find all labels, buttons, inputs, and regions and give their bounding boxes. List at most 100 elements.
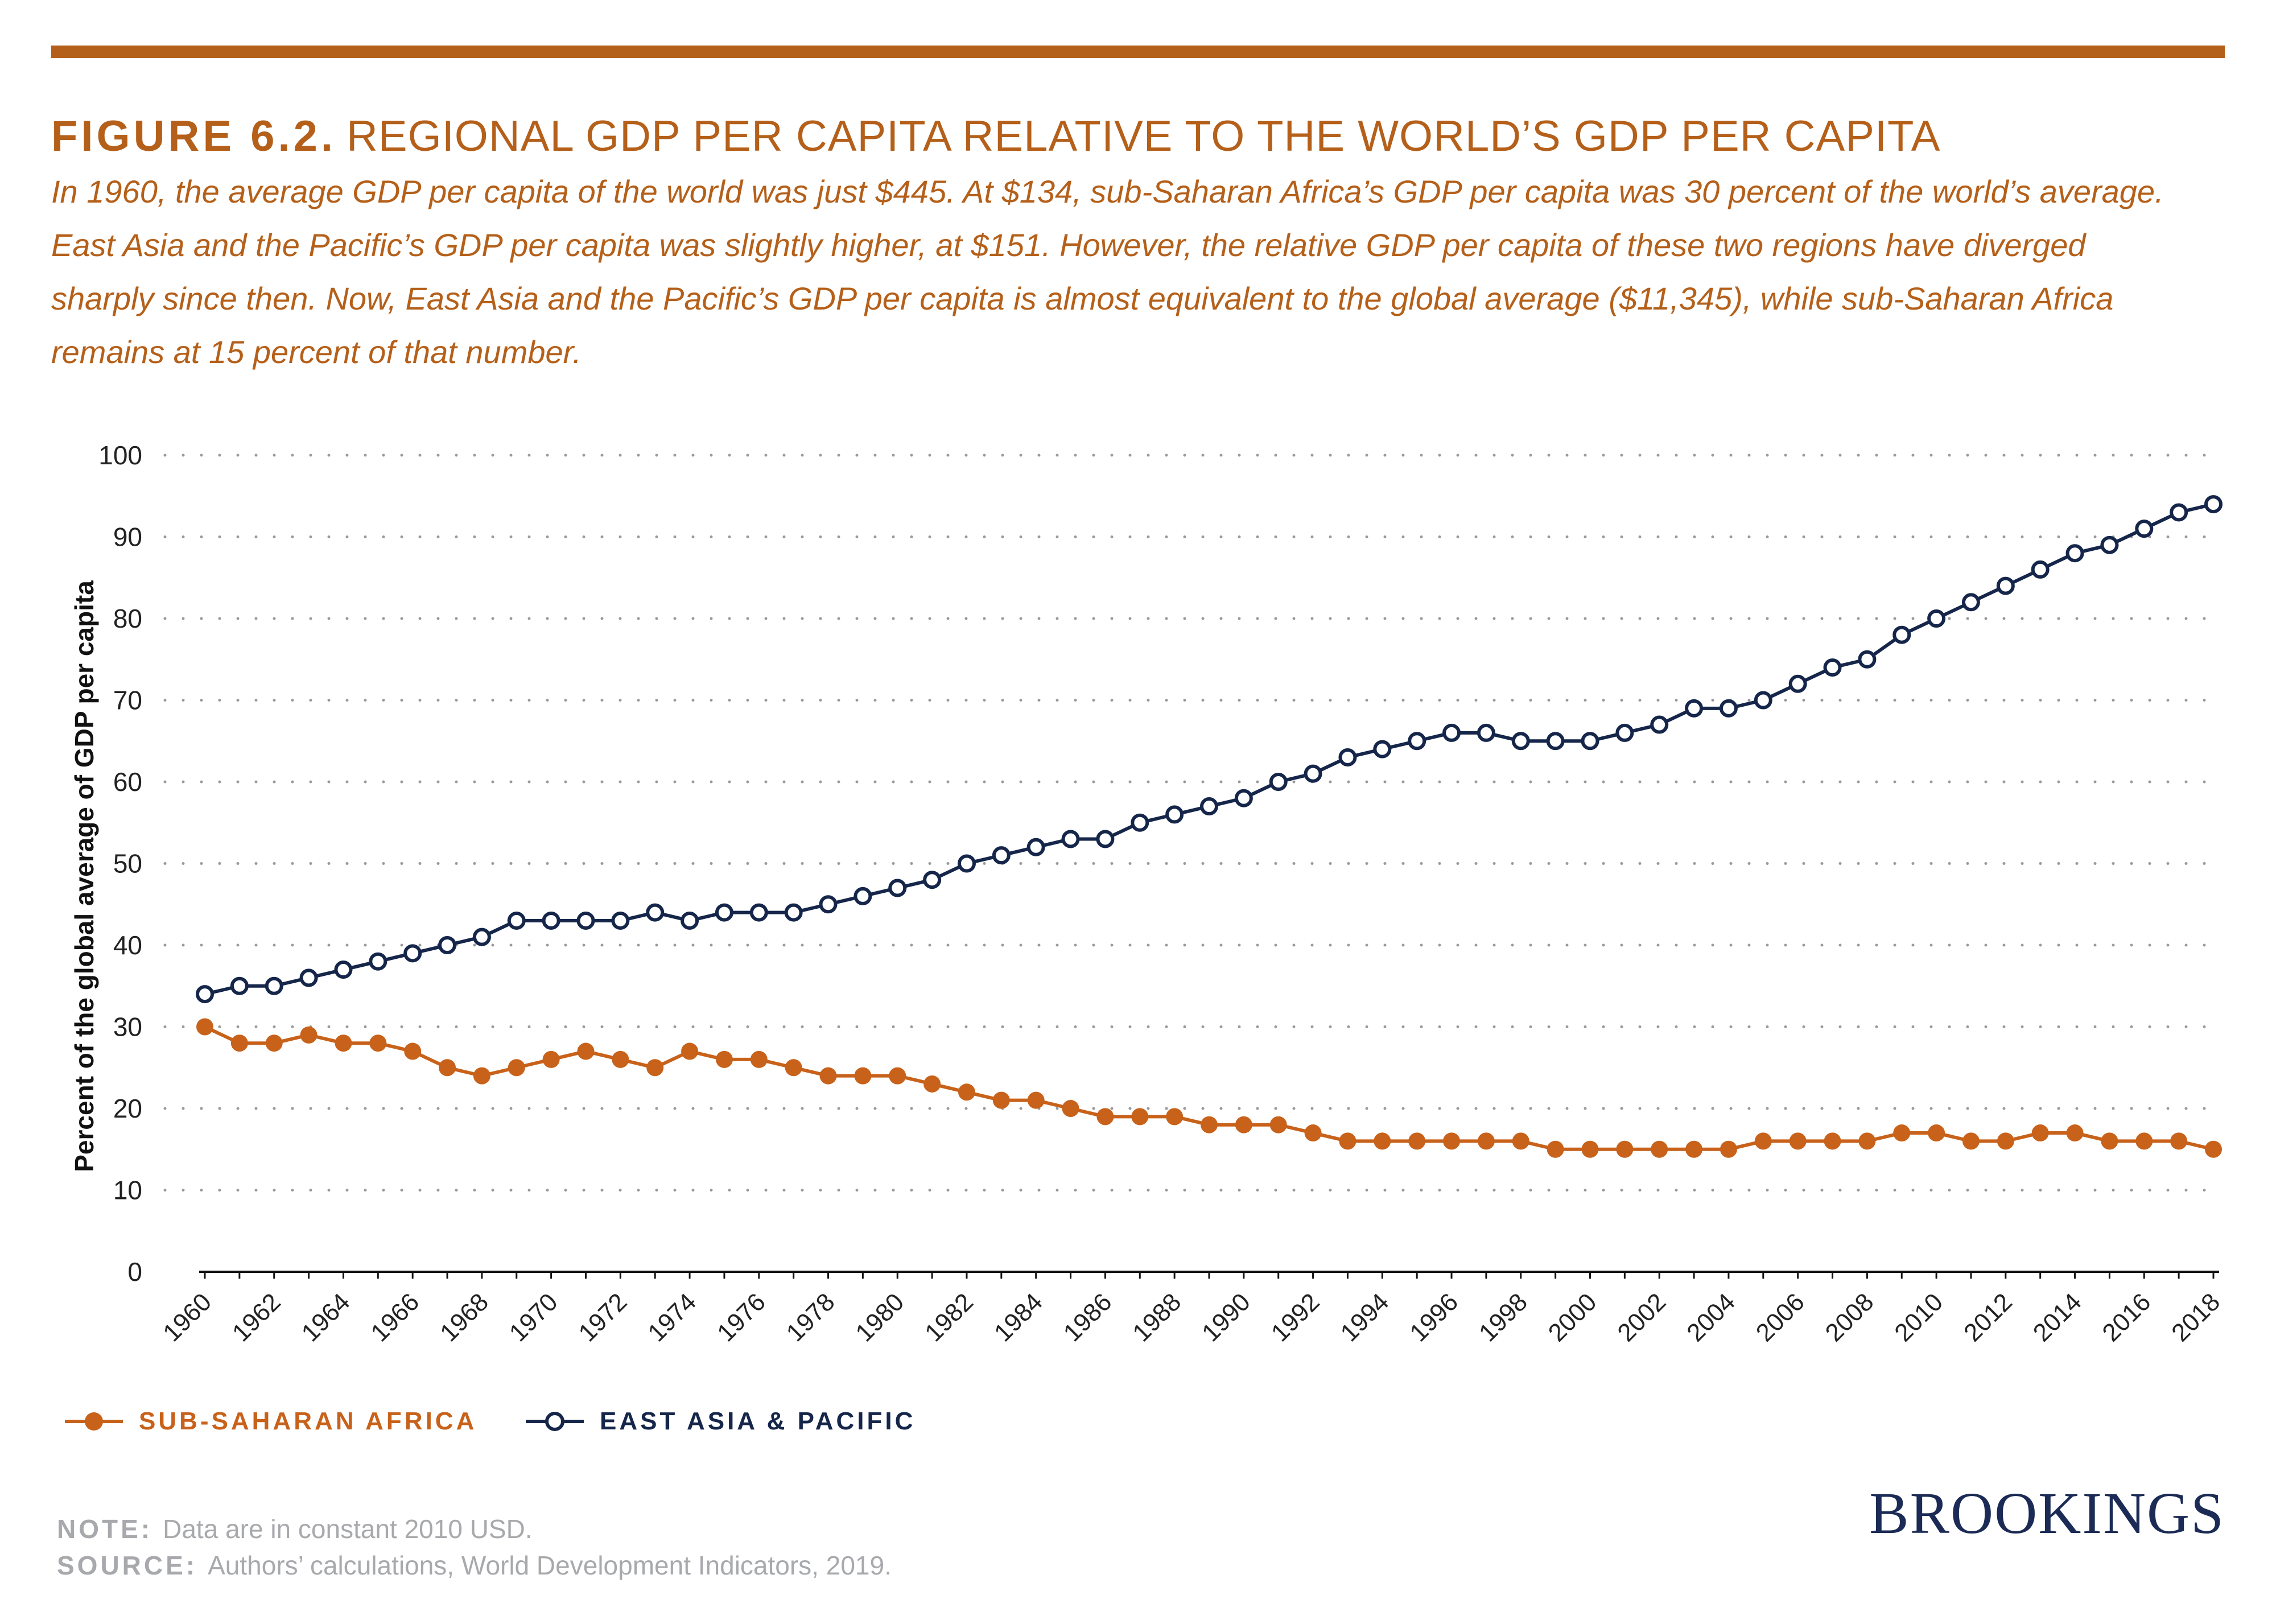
data-point-1-2004 bbox=[1719, 699, 1738, 718]
data-point-0-2005 bbox=[1754, 1132, 1772, 1150]
figure-title-text: REGIONAL GDP PER CAPITA RELATIVE TO THE … bbox=[347, 112, 1941, 160]
data-point-0-1963 bbox=[300, 1026, 318, 1044]
data-point-0-1995 bbox=[1408, 1132, 1426, 1150]
data-point-0-1997 bbox=[1477, 1132, 1495, 1150]
x-tick-label-2002: 2002 bbox=[1612, 1288, 1671, 1347]
data-point-1-2015 bbox=[2100, 535, 2119, 554]
data-point-1-2009 bbox=[1892, 625, 1911, 644]
data-point-0-1990 bbox=[1235, 1116, 1252, 1133]
x-tick-label-1986: 1986 bbox=[1058, 1288, 1118, 1347]
data-point-1-2012 bbox=[1996, 576, 2015, 595]
source-text: Authors’ calculations, World Development… bbox=[208, 1551, 892, 1580]
y-tick-label-30: 30 bbox=[113, 1012, 142, 1042]
series-line-1 bbox=[204, 502, 2214, 996]
x-tick-label-1982: 1982 bbox=[920, 1288, 979, 1347]
data-point-0-1987 bbox=[1131, 1108, 1149, 1126]
data-point-1-1977 bbox=[784, 903, 803, 922]
data-point-0-1967 bbox=[439, 1059, 456, 1077]
data-point-1-1972 bbox=[611, 911, 630, 930]
data-point-0-1998 bbox=[1512, 1132, 1529, 1150]
data-point-1-2008 bbox=[1858, 650, 1877, 669]
data-point-1-2002 bbox=[1650, 715, 1669, 734]
data-point-1-2001 bbox=[1615, 723, 1634, 742]
data-point-1-1978 bbox=[819, 895, 838, 914]
note-line: NOTE: Data are in constant 2010 USD. bbox=[57, 1514, 533, 1544]
data-point-1-1963 bbox=[299, 968, 318, 987]
data-point-1-2016 bbox=[2135, 520, 2154, 538]
data-point-1-1997 bbox=[1477, 723, 1495, 742]
data-point-0-1962 bbox=[265, 1034, 283, 1052]
x-tick-label-1988: 1988 bbox=[1127, 1288, 1186, 1347]
data-point-1-1965 bbox=[369, 952, 387, 971]
data-point-1-1969 bbox=[507, 911, 526, 930]
data-point-0-1970 bbox=[542, 1050, 560, 1068]
data-point-0-1971 bbox=[577, 1042, 595, 1060]
y-tick-label-80: 80 bbox=[113, 604, 142, 633]
y-tick-label-0: 0 bbox=[127, 1257, 142, 1287]
figure-subtitle: In 1960, the average GDP per capita of t… bbox=[51, 174, 2164, 370]
data-point-1-1987 bbox=[1131, 813, 1149, 832]
data-point-0-1974 bbox=[681, 1042, 699, 1060]
data-point-1-1964 bbox=[334, 961, 353, 979]
x-tick-label-1972: 1972 bbox=[574, 1288, 633, 1347]
data-point-1-1981 bbox=[923, 871, 942, 889]
x-tick-label-2000: 2000 bbox=[1543, 1288, 1602, 1347]
data-point-0-1980 bbox=[889, 1067, 906, 1085]
brookings-logo: BROOKINGS bbox=[1869, 1481, 2225, 1546]
figure-label: FIGURE 6.2. bbox=[51, 112, 336, 160]
data-point-0-2018 bbox=[2205, 1140, 2222, 1158]
legend-label-east-asia-pacific: EAST ASIA & PACIFIC bbox=[600, 1407, 916, 1435]
y-tick-label-20: 20 bbox=[113, 1094, 142, 1123]
x-tick-label-2018: 2018 bbox=[2166, 1288, 2225, 1347]
data-point-0-1979 bbox=[854, 1067, 872, 1085]
data-point-1-1966 bbox=[403, 944, 422, 963]
data-point-0-2011 bbox=[1962, 1132, 1980, 1150]
data-point-0-2010 bbox=[1928, 1124, 1945, 1142]
data-point-0-2000 bbox=[1581, 1140, 1599, 1158]
data-point-1-1993 bbox=[1338, 748, 1357, 766]
data-point-0-2013 bbox=[2031, 1124, 2049, 1142]
grid-lines bbox=[163, 454, 2221, 1192]
data-point-1-1979 bbox=[853, 887, 872, 905]
x-tick-label-1978: 1978 bbox=[781, 1288, 840, 1347]
data-point-0-1978 bbox=[819, 1067, 837, 1085]
data-point-0-2017 bbox=[2170, 1132, 2188, 1150]
data-point-0-2006 bbox=[1789, 1132, 1807, 1150]
legend-label-sub-saharan-africa: SUB-SAHARAN AFRICA bbox=[139, 1407, 477, 1435]
data-point-1-2013 bbox=[2031, 560, 2050, 579]
x-tick-label-2006: 2006 bbox=[1751, 1288, 1810, 1347]
data-point-0-1996 bbox=[1443, 1132, 1461, 1150]
data-point-1-1974 bbox=[681, 911, 699, 930]
x-axis: 1960 1962 1964 1966 1968 1970 1972 1974 1976 1978… bbox=[158, 1271, 2225, 1347]
x-tick-label-1990: 1990 bbox=[1197, 1288, 1256, 1347]
legend-swatch-navy-icon bbox=[526, 1412, 584, 1431]
data-point-1-1973 bbox=[646, 903, 665, 922]
x-tick-label-1966: 1966 bbox=[365, 1288, 424, 1347]
data-point-1-1991 bbox=[1269, 773, 1288, 791]
data-point-1-2014 bbox=[2065, 544, 2084, 563]
data-point-0-1988 bbox=[1166, 1108, 1184, 1126]
data-point-0-1961 bbox=[230, 1034, 248, 1052]
data-point-1-1988 bbox=[1165, 805, 1184, 824]
y-tick-label-70: 70 bbox=[113, 686, 142, 715]
data-point-0-1994 bbox=[1374, 1132, 1391, 1150]
data-point-1-1999 bbox=[1546, 732, 1565, 751]
x-tick-label-2008: 2008 bbox=[1820, 1288, 1879, 1347]
data-point-0-2003 bbox=[1685, 1140, 1703, 1158]
data-point-1-1960 bbox=[196, 985, 214, 1004]
data-point-1-2000 bbox=[1581, 732, 1599, 751]
data-point-1-1990 bbox=[1234, 789, 1253, 807]
data-point-1-1994 bbox=[1373, 740, 1392, 759]
data-point-0-2016 bbox=[2135, 1132, 2153, 1150]
data-point-1-2005 bbox=[1754, 691, 1772, 710]
data-point-0-1991 bbox=[1269, 1116, 1287, 1133]
data-point-1-1970 bbox=[542, 911, 560, 930]
x-tick-label-2012: 2012 bbox=[1958, 1288, 2018, 1347]
data-point-0-1964 bbox=[335, 1034, 352, 1052]
data-point-0-1977 bbox=[785, 1059, 802, 1077]
data-point-0-1972 bbox=[612, 1050, 629, 1068]
data-point-1-1983 bbox=[992, 846, 1011, 865]
data-point-1-1976 bbox=[749, 903, 768, 922]
data-point-0-1992 bbox=[1304, 1124, 1322, 1142]
